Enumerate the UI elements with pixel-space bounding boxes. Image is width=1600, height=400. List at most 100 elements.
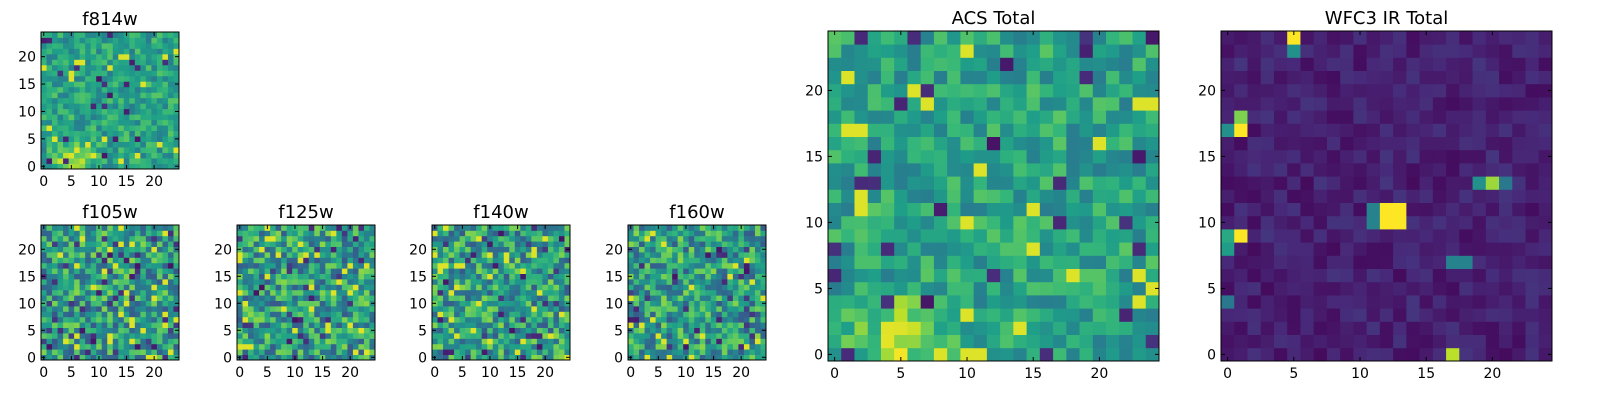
heatmap-cell — [1247, 176, 1262, 190]
heatmap-cell — [167, 322, 174, 328]
heatmap-cell — [1472, 295, 1487, 309]
heatmap-cell — [242, 289, 249, 296]
heatmap-cell — [162, 136, 169, 142]
heatmap-cell — [1000, 334, 1014, 349]
heatmap-cell — [303, 338, 310, 345]
y-tick-label: 20 — [18, 50, 36, 66]
heatmap-cell — [123, 338, 130, 345]
heatmap-cell — [129, 252, 136, 258]
heatmap-cell — [666, 343, 673, 350]
heatmap-cell — [63, 108, 69, 115]
heatmap-cell — [286, 268, 293, 274]
heatmap-cell — [1459, 255, 1473, 269]
heatmap-cell — [85, 284, 92, 291]
heatmap-cell — [325, 333, 332, 339]
heatmap-cell — [248, 241, 254, 247]
heatmap-cell — [85, 114, 92, 121]
heatmap-cell — [828, 136, 842, 151]
heatmap-cell — [672, 257, 679, 264]
heatmap-cell — [432, 252, 438, 258]
heatmap-cell — [749, 252, 756, 258]
heatmap-cell — [1013, 123, 1027, 137]
heatmap-cell — [542, 343, 549, 350]
heatmap-cell — [947, 97, 961, 111]
heatmap-cell — [281, 268, 288, 274]
heatmap-cell — [732, 327, 739, 334]
heatmap-cell — [41, 235, 47, 242]
heatmap-cell — [41, 75, 47, 82]
heatmap-cell — [547, 333, 554, 339]
heatmap-cell — [112, 327, 119, 334]
heatmap-cell — [101, 230, 108, 237]
heatmap-cell — [140, 284, 147, 291]
heatmap-cell — [481, 241, 488, 247]
heatmap-cell — [140, 279, 147, 285]
heatmap-cell — [1119, 31, 1133, 45]
heatmap-cell — [721, 252, 728, 258]
heatmap-cell — [57, 64, 64, 71]
heatmap-cell — [259, 268, 265, 274]
heatmap-cell — [330, 354, 337, 361]
heatmap-cell — [683, 284, 690, 291]
heatmap-cell — [118, 119, 125, 126]
heatmap-cell — [1026, 176, 1041, 190]
heatmap-cell — [644, 316, 651, 323]
heatmap-cell — [465, 257, 472, 264]
heatmap-cell — [347, 322, 354, 328]
heatmap-cell — [721, 230, 728, 237]
heatmap-cell — [710, 268, 717, 274]
x-tick-label: 5 — [67, 174, 76, 190]
heatmap-cell — [1260, 295, 1275, 309]
heatmap-cell — [1066, 123, 1080, 137]
heatmap-cell — [1132, 347, 1147, 362]
heatmap-cell — [721, 316, 728, 323]
heatmap-cell — [661, 279, 668, 285]
heatmap-cell — [1366, 163, 1381, 177]
heatmap-cell — [140, 147, 147, 153]
heatmap-cell — [68, 343, 75, 350]
heatmap-cell — [907, 57, 922, 71]
heatmap-cell — [1393, 70, 1407, 85]
heatmap-cell — [85, 136, 92, 142]
heatmap-cell — [661, 257, 668, 264]
heatmap-cell — [352, 279, 359, 285]
heatmap-cell — [101, 279, 108, 285]
heatmap-cell — [666, 252, 673, 258]
heatmap-cell — [264, 252, 271, 258]
heatmap-cell — [558, 246, 565, 253]
heatmap-cell — [347, 289, 354, 296]
heatmap-cell — [465, 241, 472, 247]
heatmap-cell — [41, 119, 47, 126]
heatmap-cell — [1406, 110, 1420, 124]
heatmap-cell — [358, 289, 365, 296]
axes-frame — [236, 224, 376, 361]
heatmap-cell — [52, 97, 58, 104]
heatmap-cell — [760, 311, 767, 318]
heatmap-cell — [973, 229, 988, 243]
heatmap-cell — [286, 316, 293, 323]
heatmap-cell — [156, 81, 163, 88]
heatmap-cell — [242, 279, 249, 285]
heatmap-cell — [743, 230, 750, 237]
heatmap-cell — [683, 316, 690, 323]
heatmap-cell — [509, 262, 516, 269]
heatmap-cell — [749, 262, 756, 269]
heatmap-cell — [716, 225, 723, 231]
heatmap-cell — [281, 322, 288, 328]
heatmap-cell — [63, 152, 69, 159]
heatmap-cell — [894, 215, 908, 230]
heatmap-cell — [330, 322, 337, 328]
heatmap-cell — [1039, 281, 1054, 296]
heatmap-cell — [960, 215, 975, 230]
heatmap-cell — [57, 75, 64, 82]
heatmap-cell — [173, 333, 180, 339]
heatmap-cell — [275, 343, 282, 350]
heatmap-cell — [1419, 281, 1434, 296]
heatmap-cell — [1119, 308, 1133, 322]
heatmap-cell — [297, 284, 304, 291]
heatmap-cell — [134, 300, 141, 307]
heatmap-cell — [1472, 334, 1487, 349]
heatmap-cell — [1538, 347, 1553, 362]
heatmap-cell — [275, 295, 282, 301]
heatmap-cell — [688, 241, 695, 247]
